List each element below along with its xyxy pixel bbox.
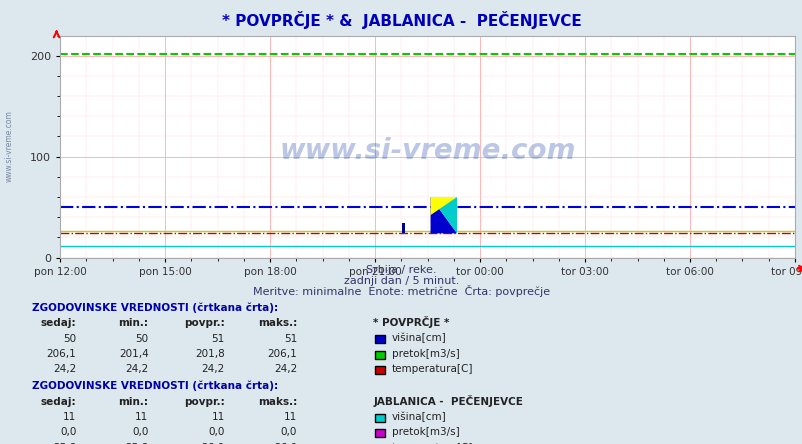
Text: 24,2: 24,2 (53, 365, 76, 374)
Text: 11: 11 (211, 412, 225, 422)
Text: povpr.:: povpr.: (184, 318, 225, 328)
Text: višina[cm]: višina[cm] (391, 412, 446, 422)
Text: * POVPRČJE * &  JABLANICA -  PEČENJEVCE: * POVPRČJE * & JABLANICA - PEČENJEVCE (221, 11, 581, 29)
Text: sedaj:: sedaj: (41, 396, 76, 407)
Text: 0,0: 0,0 (132, 428, 148, 437)
Polygon shape (430, 197, 456, 233)
Text: 11: 11 (63, 412, 76, 422)
Text: višina[cm]: višina[cm] (391, 333, 446, 344)
Text: 50: 50 (136, 333, 148, 344)
Text: JABLANICA -  PEČENJEVCE: JABLANICA - PEČENJEVCE (373, 395, 523, 407)
Text: * POVPRČJE *: * POVPRČJE * (373, 316, 449, 328)
Text: 50: 50 (63, 333, 76, 344)
Text: 24,2: 24,2 (125, 365, 148, 374)
Text: 26,0: 26,0 (273, 443, 297, 444)
Text: 0,0: 0,0 (281, 428, 297, 437)
Text: temperatura[C]: temperatura[C] (391, 365, 472, 374)
Text: sedaj:: sedaj: (41, 318, 76, 328)
Text: zadnji dan / 5 minut.: zadnji dan / 5 minut. (343, 276, 459, 286)
Polygon shape (430, 197, 456, 215)
Text: pretok[m3/s]: pretok[m3/s] (391, 349, 459, 359)
Text: min.:: min.: (119, 396, 148, 407)
Text: Srbija / reke.: Srbija / reke. (366, 265, 436, 275)
Text: 206,1: 206,1 (47, 349, 76, 359)
Text: 0,0: 0,0 (60, 428, 76, 437)
Text: 11: 11 (135, 412, 148, 422)
Bar (401, 223, 404, 233)
Text: 201,8: 201,8 (195, 349, 225, 359)
Text: 206,1: 206,1 (267, 349, 297, 359)
Text: 25,8: 25,8 (53, 443, 76, 444)
Text: 26,0: 26,0 (201, 443, 225, 444)
Text: Meritve: minimalne  Enote: metrične  Črta: povprečje: Meritve: minimalne Enote: metrične Črta:… (253, 285, 549, 297)
Text: 25,8: 25,8 (125, 443, 148, 444)
Text: min.:: min.: (119, 318, 148, 328)
Polygon shape (430, 197, 456, 233)
Text: ZGODOVINSKE VREDNOSTI (črtkana črta):: ZGODOVINSKE VREDNOSTI (črtkana črta): (32, 381, 278, 391)
Text: temperatura[C]: temperatura[C] (391, 443, 472, 444)
Text: 201,4: 201,4 (119, 349, 148, 359)
Text: pretok[m3/s]: pretok[m3/s] (391, 428, 459, 437)
Text: 51: 51 (283, 333, 297, 344)
Text: www.si-vreme.com: www.si-vreme.com (279, 137, 575, 165)
Text: 24,2: 24,2 (273, 365, 297, 374)
Text: 0,0: 0,0 (209, 428, 225, 437)
Text: 24,2: 24,2 (201, 365, 225, 374)
Text: ZGODOVINSKE VREDNOSTI (črtkana črta):: ZGODOVINSKE VREDNOSTI (črtkana črta): (32, 302, 278, 313)
Text: www.si-vreme.com: www.si-vreme.com (5, 111, 14, 182)
Text: maks.:: maks.: (257, 318, 297, 328)
Text: maks.:: maks.: (257, 396, 297, 407)
Text: 11: 11 (283, 412, 297, 422)
Text: povpr.:: povpr.: (184, 396, 225, 407)
Text: 51: 51 (211, 333, 225, 344)
